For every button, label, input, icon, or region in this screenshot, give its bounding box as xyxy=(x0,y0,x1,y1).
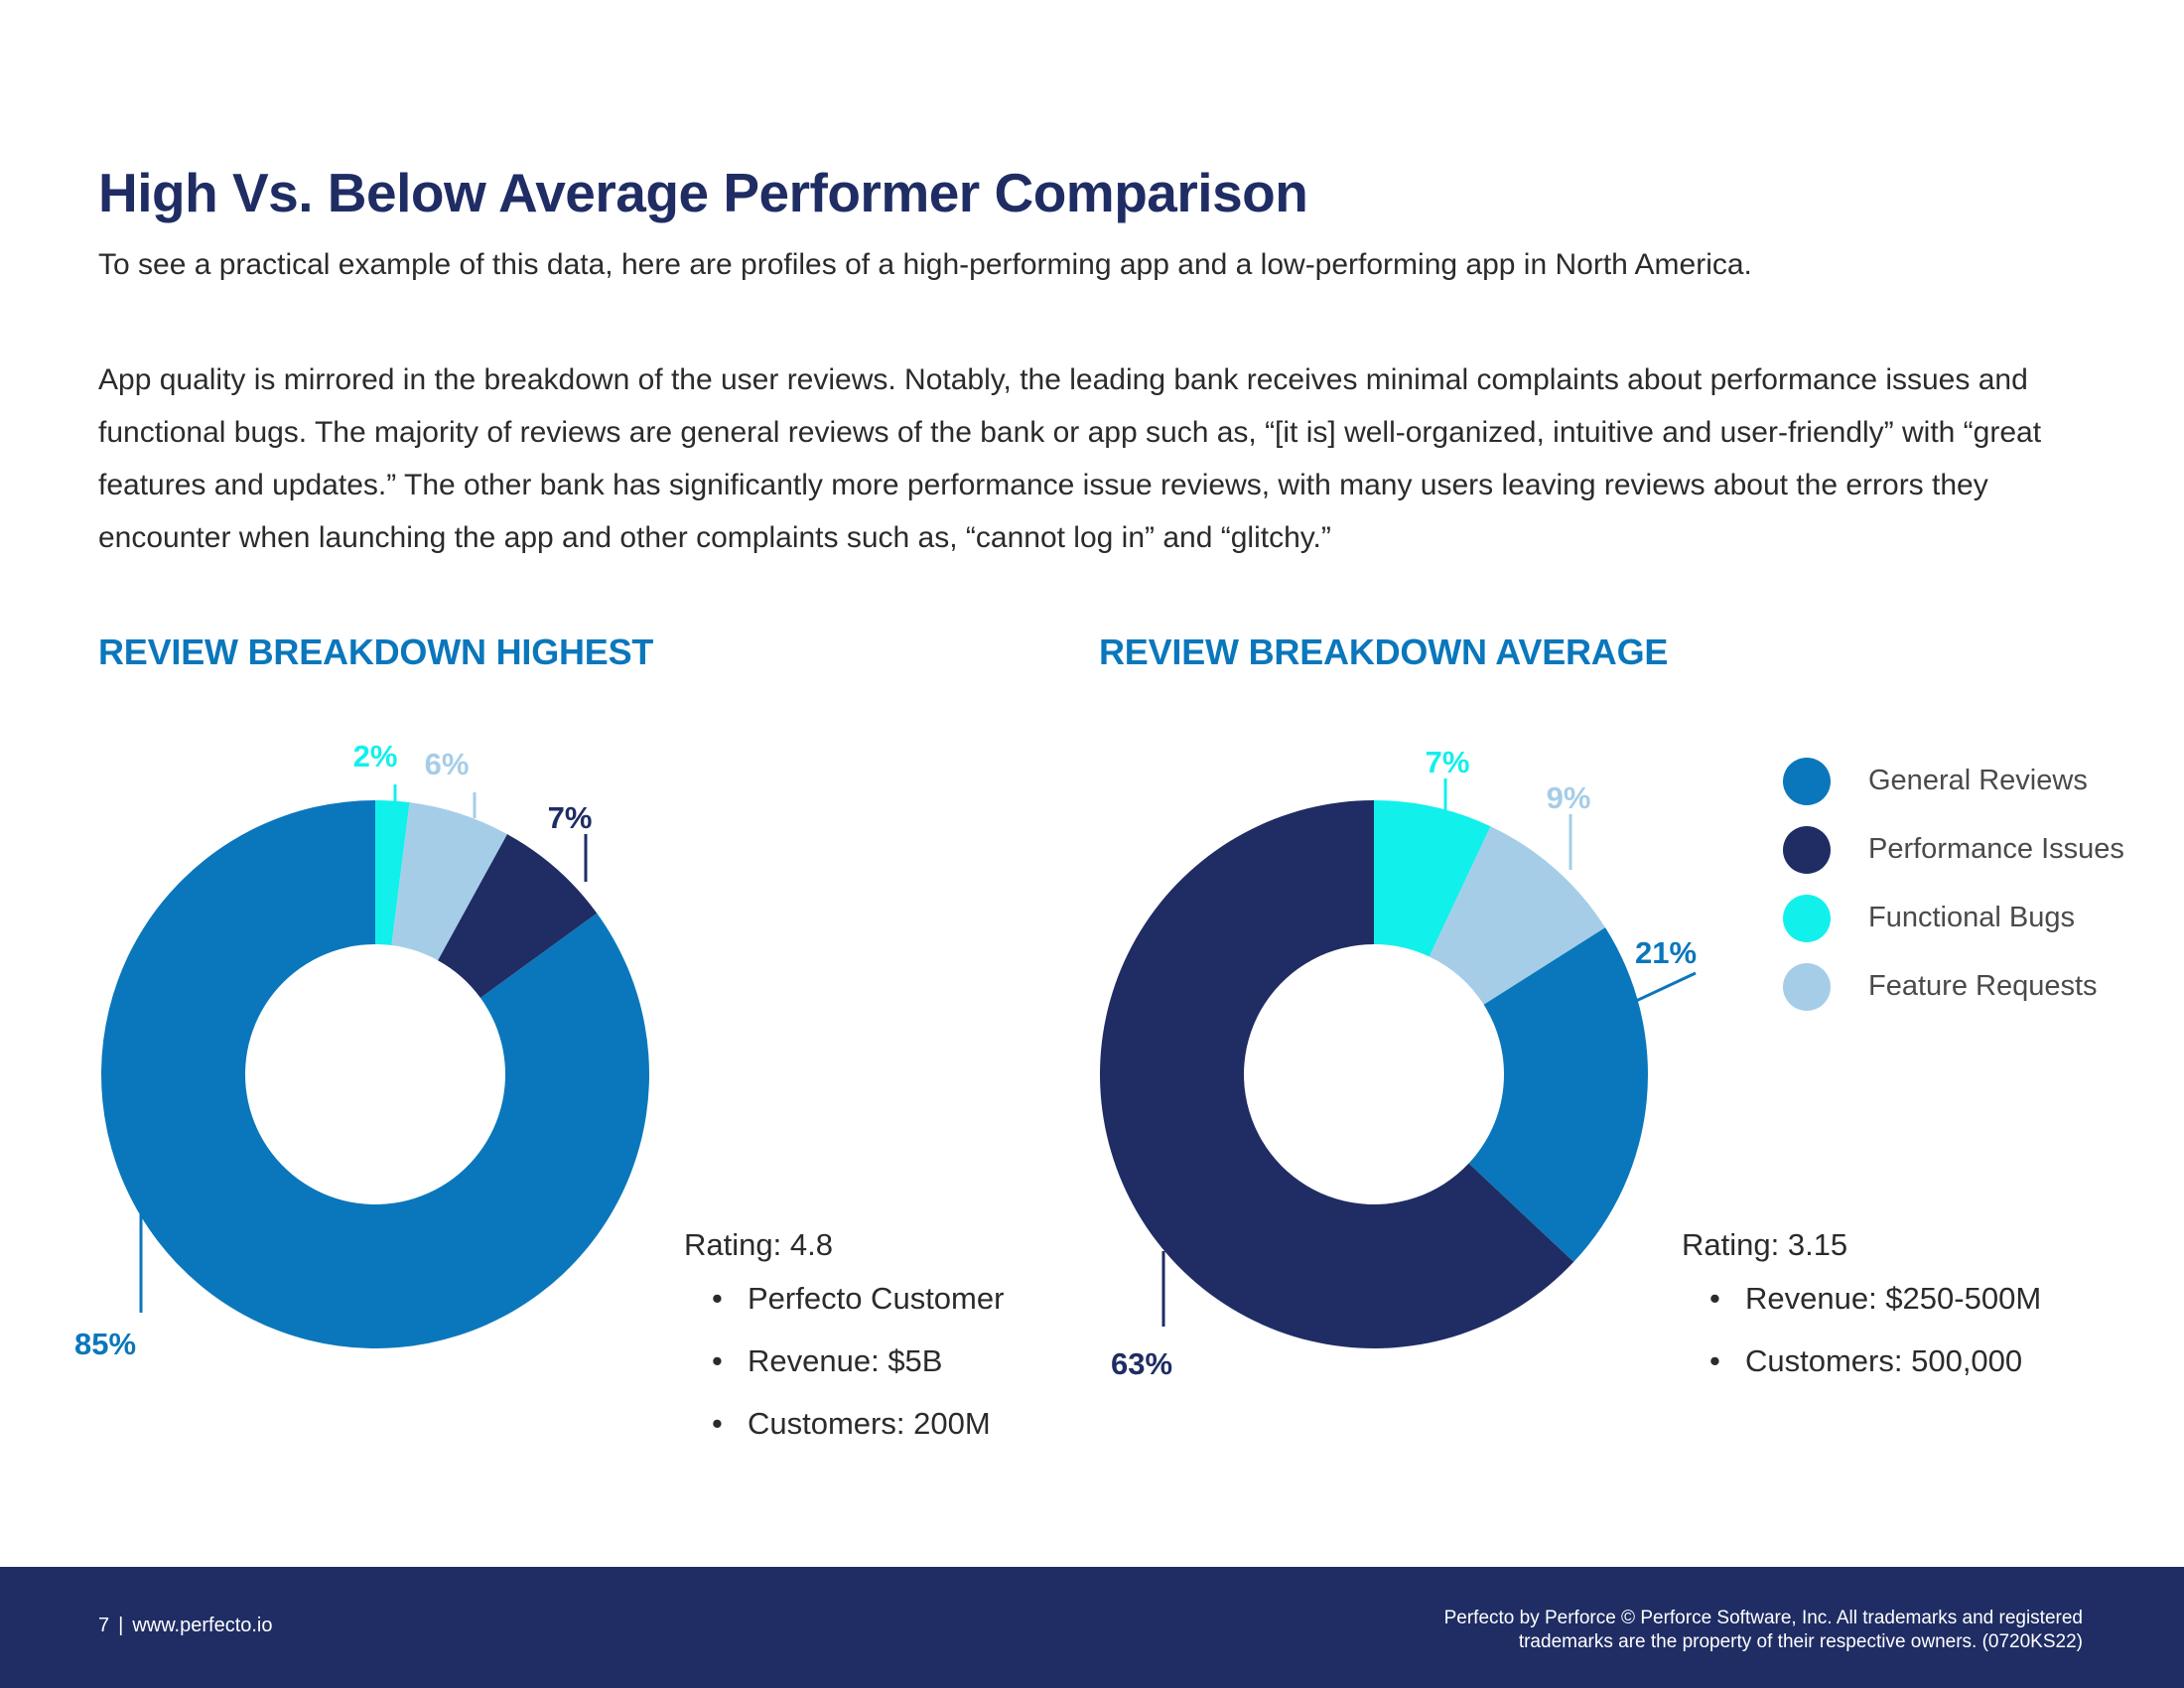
page-subtitle: To see a practical example of this data,… xyxy=(98,248,1752,281)
legend-label: General Reviews xyxy=(1868,765,2088,796)
donut-slice-general-reviews xyxy=(1468,927,1648,1262)
page-number: 7 xyxy=(98,1615,110,1636)
copyright-line: Perfecto by Perforce © Perforce Software… xyxy=(1443,1608,2083,1628)
legend-swatch-general-reviews xyxy=(1783,757,1831,805)
body-paragraph: App quality is mirrored in the breakdown… xyxy=(98,363,2042,554)
donut-slice-functional-bugs xyxy=(375,800,410,946)
data-label-functional-bugs: 7% xyxy=(1426,745,1470,779)
legend-item-performance-issues: Performance Issues xyxy=(1783,815,2124,884)
profile-item-text: Customers: 500,000 xyxy=(1745,1343,2023,1378)
page-title: High Vs. Below Average Performer Compari… xyxy=(98,162,1308,223)
donut-chart-highest: 2% 6% 7% 85% xyxy=(74,739,649,1361)
profile-list-item: • Revenue: $250-500M xyxy=(1709,1277,2041,1339)
donut-slice-feature-requests xyxy=(1429,826,1606,1005)
profile-list: • Revenue: $250-500M • Customers: 500,000 xyxy=(1682,1277,2041,1402)
legend-item-feature-requests: Feature Requests xyxy=(1783,952,2124,1021)
legend-item-functional-bugs: Functional Bugs xyxy=(1783,884,2124,952)
profile-list-item: • Customers: 500,000 xyxy=(1709,1339,2041,1402)
rating-text: Rating: 4.8 xyxy=(684,1227,833,1262)
leader-line-general-reviews xyxy=(1635,971,1697,1003)
data-label-feature-requests: 6% xyxy=(425,747,470,781)
bullet-icon: • xyxy=(712,1281,723,1316)
data-label-performance-issues: 63% xyxy=(1111,1346,1172,1381)
donut-chart-average: 7% 9% 21% 63% xyxy=(1100,745,1697,1381)
footer-separator: | xyxy=(118,1615,124,1636)
data-label-feature-requests: 9% xyxy=(1547,780,1591,815)
chart-title-average: REVIEW BREAKDOWN AVERAGE xyxy=(1099,632,1669,672)
chart-legend: General Reviews Performance Issues Funct… xyxy=(1783,747,2124,1021)
legend-swatch-functional-bugs xyxy=(1783,894,1831,942)
data-label-performance-issues: 7% xyxy=(548,800,593,835)
data-label-general-reviews: 85% xyxy=(74,1327,136,1361)
footer-page-info: 7 | www.perfecto.io xyxy=(98,1615,273,1637)
legend-swatch-performance-issues xyxy=(1783,825,1831,874)
profile-item-text: Revenue: $5B xyxy=(748,1343,943,1378)
donut-slice-general-reviews xyxy=(100,800,649,1348)
legend-label: Feature Requests xyxy=(1868,970,2098,1002)
profile-list-item: • Customers: 200M xyxy=(712,1402,1004,1465)
donut-slice-feature-requests xyxy=(391,802,507,961)
profile-list-item: • Perfecto Customer xyxy=(712,1277,1004,1339)
rating-text: Rating: 3.15 xyxy=(1682,1227,1848,1262)
profile-list-item: • Revenue: $5B xyxy=(712,1339,1004,1402)
page-footer: 7 | www.perfecto.io Perfecto by Perforce ©… xyxy=(0,1567,2184,1688)
data-label-functional-bugs: 2% xyxy=(353,739,398,774)
bullet-icon: • xyxy=(1709,1281,1720,1316)
footer-copyright: Perfecto by Perforce © Perforce Software… xyxy=(1189,1607,2083,1654)
bullet-icon: • xyxy=(712,1406,723,1441)
footer-url-link[interactable]: www.perfecto.io xyxy=(132,1615,273,1636)
donut-slice-performance-issues xyxy=(438,834,598,999)
profile-item-text: Perfecto Customer xyxy=(748,1281,1005,1316)
legend-label: Performance Issues xyxy=(1868,833,2124,865)
legend-label: Functional Bugs xyxy=(1868,902,2075,933)
legend-swatch-feature-requests xyxy=(1783,962,1831,1011)
bullet-icon: • xyxy=(712,1343,723,1378)
data-label-general-reviews: 21% xyxy=(1635,935,1697,970)
bullet-icon: • xyxy=(1709,1343,1720,1378)
profile-item-text: Revenue: $250-500M xyxy=(1745,1281,2042,1316)
copyright-line: trademarks are the property of their res… xyxy=(1518,1631,2083,1652)
profile-list: • Perfecto Customer • Revenue: $5B • Custom… xyxy=(684,1277,1004,1465)
profile-item-text: Customers: 200M xyxy=(748,1406,991,1441)
donut-slice-performance-issues xyxy=(1100,800,1574,1348)
donut-slice-functional-bugs xyxy=(1374,800,1491,957)
legend-item-general-reviews: General Reviews xyxy=(1783,747,2124,815)
average-app-profile: Rating: 3.15 • Revenue: $250-500M • Custom… xyxy=(1682,1227,2041,1402)
chart-title-highest: REVIEW BREAKDOWN HIGHEST xyxy=(98,632,654,672)
highest-app-profile: Rating: 4.8 • Perfecto Customer • Revenue:… xyxy=(684,1227,1004,1465)
